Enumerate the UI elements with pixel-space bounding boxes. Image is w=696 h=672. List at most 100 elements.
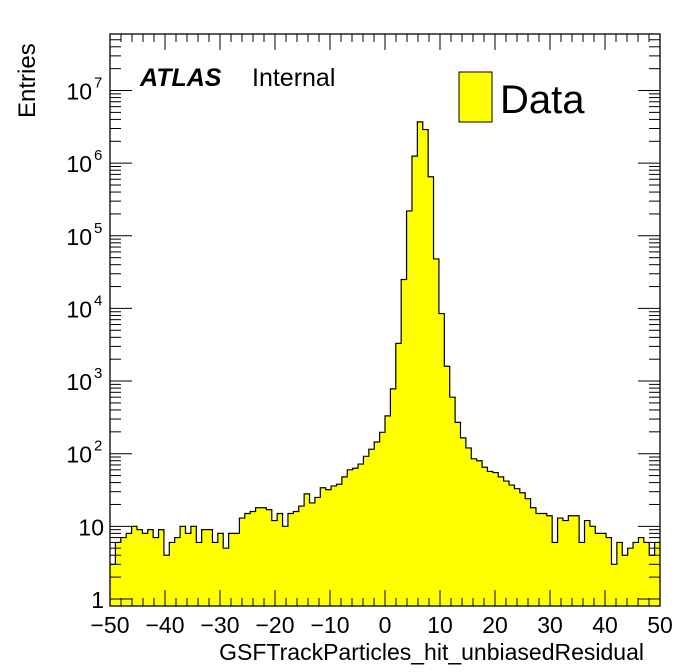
histogram-bin (277, 513, 284, 606)
x-tick-label: 30 (537, 612, 563, 638)
x-tick-label: 10 (427, 612, 453, 638)
y-tick-exponent: 6 (94, 147, 102, 164)
legend: Data (458, 71, 585, 123)
histogram-bin (190, 526, 197, 606)
histogram-bin (465, 447, 472, 606)
histogram-bin (422, 129, 429, 606)
histogram-bin (131, 526, 138, 606)
histogram-bin (174, 537, 181, 606)
histogram-bin (444, 366, 451, 606)
histogram-bin (212, 542, 219, 606)
histogram-bin (530, 507, 537, 606)
histogram-bin (239, 518, 246, 606)
histogram-bin (266, 509, 273, 606)
histogram-bin (115, 542, 122, 606)
y-tick-base: 10 (78, 514, 104, 540)
histogram-bin (304, 493, 311, 606)
histogram-bin (595, 533, 602, 606)
histogram-bin (223, 548, 230, 606)
histogram-bin (535, 513, 542, 606)
y-tick-label: 10 5 (66, 220, 102, 250)
histogram-bin (525, 498, 532, 606)
legend-label: Data (500, 78, 585, 122)
histogram-bin (147, 529, 154, 606)
histogram-bin (282, 526, 289, 606)
histogram-bin (358, 464, 365, 606)
y-tick-exponent: 3 (94, 365, 102, 382)
histogram-bin (379, 432, 386, 606)
histogram-bin (363, 456, 370, 606)
histogram-bin (438, 313, 445, 606)
x-tick-label: −30 (200, 612, 239, 638)
histogram-bin (503, 481, 510, 606)
histogram-bin (541, 513, 548, 606)
x-tick-label: 50 (647, 612, 673, 638)
y-tick-base: 10 (66, 151, 92, 177)
histogram-bin (395, 343, 402, 606)
y-tick-base: 10 (66, 79, 92, 105)
histogram-bin (325, 489, 332, 606)
histogram-bin (163, 555, 170, 606)
histogram-outline (110, 121, 660, 565)
histogram-bin (217, 533, 224, 606)
atlas-sublabel: Internal (252, 64, 335, 92)
histogram-bin (180, 526, 187, 606)
histogram-bin (142, 533, 149, 606)
histogram-bin (406, 210, 413, 606)
histogram-bin (482, 467, 489, 606)
x-tick-label: 20 (482, 612, 508, 638)
histogram-bin (293, 511, 300, 606)
histogram-bin (341, 476, 348, 606)
histogram-bin (476, 460, 483, 606)
histogram-bin (584, 520, 591, 606)
histogram-bin (255, 507, 262, 606)
y-tick-exponent: 2 (94, 438, 102, 455)
y-axis-title: Entries (14, 43, 41, 118)
y-tick-base: 1 (91, 587, 104, 613)
histogram-bin (401, 279, 408, 606)
y-tick-base: 10 (66, 296, 92, 322)
histogram-bin (234, 533, 241, 606)
histogram-bin (136, 529, 143, 606)
x-tick-label: −40 (145, 612, 184, 638)
histogram-bin (546, 515, 553, 606)
y-tick-label: 10 6 (66, 147, 102, 177)
histogram-bin (514, 488, 521, 606)
histogram-bin (622, 555, 629, 606)
histogram-bin (314, 497, 321, 606)
histogram-bin (126, 533, 133, 606)
histogram-bin (196, 542, 203, 606)
histogram-bin (568, 515, 575, 606)
y-tick-exponent: 5 (94, 220, 102, 237)
histogram-bin (633, 542, 640, 606)
x-tick-label: 0 (379, 612, 392, 638)
y-tick-base: 10 (66, 224, 92, 250)
x-tick-label: −50 (90, 612, 129, 638)
y-tick-exponent: 4 (94, 292, 102, 309)
histogram-bin (169, 542, 176, 606)
histogram-bin (368, 449, 375, 606)
histogram-bin (385, 415, 391, 606)
histogram-bin (201, 529, 208, 606)
histogram-bin (287, 513, 294, 606)
legend-swatch (458, 71, 493, 123)
histogram-bin (331, 485, 338, 606)
histogram-bin (616, 542, 623, 606)
histogram-bin (498, 476, 505, 606)
histogram-bin (153, 537, 160, 606)
histogram-bin (649, 555, 656, 606)
histogram-bin (320, 487, 327, 606)
histogram-bars (110, 121, 661, 607)
histogram-bin (487, 471, 494, 606)
histogram-bin (562, 520, 569, 606)
histogram-bin (417, 121, 424, 606)
histogram-bin (519, 492, 526, 606)
y-tick-base: 10 (66, 369, 92, 395)
y-tick-label: 1 (91, 587, 104, 613)
histogram-bin (509, 485, 516, 606)
histogram-bin (611, 564, 618, 606)
histogram-bin (654, 542, 661, 606)
histogram-bin (638, 537, 645, 606)
histogram-bin (185, 533, 192, 606)
histogram-bin (374, 441, 381, 606)
